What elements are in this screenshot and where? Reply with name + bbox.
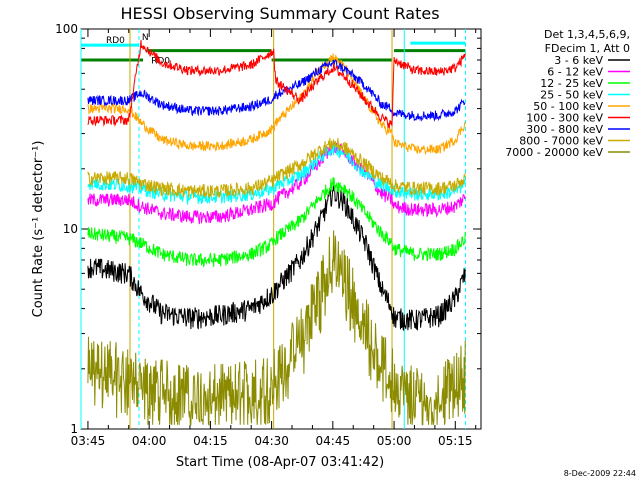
legend-header-line-1: Det 1,3,4,5,6,9,: [544, 28, 630, 41]
series-line-3: [87, 177, 466, 268]
legend-label-2: 6 - 12 keV: [547, 66, 603, 79]
y-tick-label: 1: [70, 422, 78, 436]
series-line-2: [87, 141, 466, 225]
flag-label-n: N: [142, 33, 149, 43]
chart-title: HESSI Observing Summary Count Rates: [120, 4, 439, 23]
legend-label-4: 25 - 50 keV: [540, 89, 603, 102]
legend-label-1: 3 - 6 keV: [554, 54, 603, 67]
series-line-7: [87, 59, 466, 122]
footer-date: 8-Dec-2009 22:44: [564, 469, 636, 478]
legend-label-3: 12 - 25 keV: [540, 77, 603, 90]
legend-label-9: 7000 - 20000 keV: [505, 146, 603, 159]
x-tick-label: 04:30: [254, 434, 289, 448]
axis-ticks: [81, 29, 481, 430]
x-tick-label: 03:45: [71, 434, 106, 448]
legend: Det 1,3,4,5,6,9, FDecim 1, Att 0 3 - 6 k…: [505, 28, 630, 159]
y-axis-label: Count Rate (s⁻¹ detector⁻¹): [31, 141, 46, 318]
x-tick-label: 05:15: [438, 434, 473, 448]
x-axis-label: Start Time (08-Apr-07 03:41:42): [176, 455, 384, 470]
y-tick-labels: 1 10 100: [55, 22, 78, 436]
series-line-1: [87, 181, 466, 331]
y-tick-label: 100: [55, 22, 78, 36]
series-line-8: [87, 137, 466, 199]
series-line-5: [87, 53, 466, 156]
series-line-9: [87, 230, 466, 426]
x-tick-label: 04:45: [316, 434, 351, 448]
x-tick-labels: 03:45 04:00 04:15 04:30 04:45 05:00 05:15: [71, 434, 473, 448]
flag-bar-label: RD0: [106, 36, 125, 46]
series-line-6: [87, 39, 466, 129]
y-tick-label: 10: [63, 222, 78, 236]
legend-header-line-2: FDecim 1, Att 0: [545, 42, 630, 55]
series-lines: [87, 39, 466, 426]
vertical-markers: [80, 29, 466, 429]
legend-label-8: 800 - 7000 keV: [519, 135, 603, 148]
legend-label-5: 50 - 100 keV: [533, 100, 603, 113]
x-tick-label: 04:15: [193, 434, 228, 448]
legend-label-7: 300 - 800 keV: [526, 123, 603, 136]
legend-label-6: 100 - 300 keV: [526, 112, 603, 125]
x-tick-label: 04:00: [132, 434, 167, 448]
x-tick-label: 05:00: [377, 434, 412, 448]
